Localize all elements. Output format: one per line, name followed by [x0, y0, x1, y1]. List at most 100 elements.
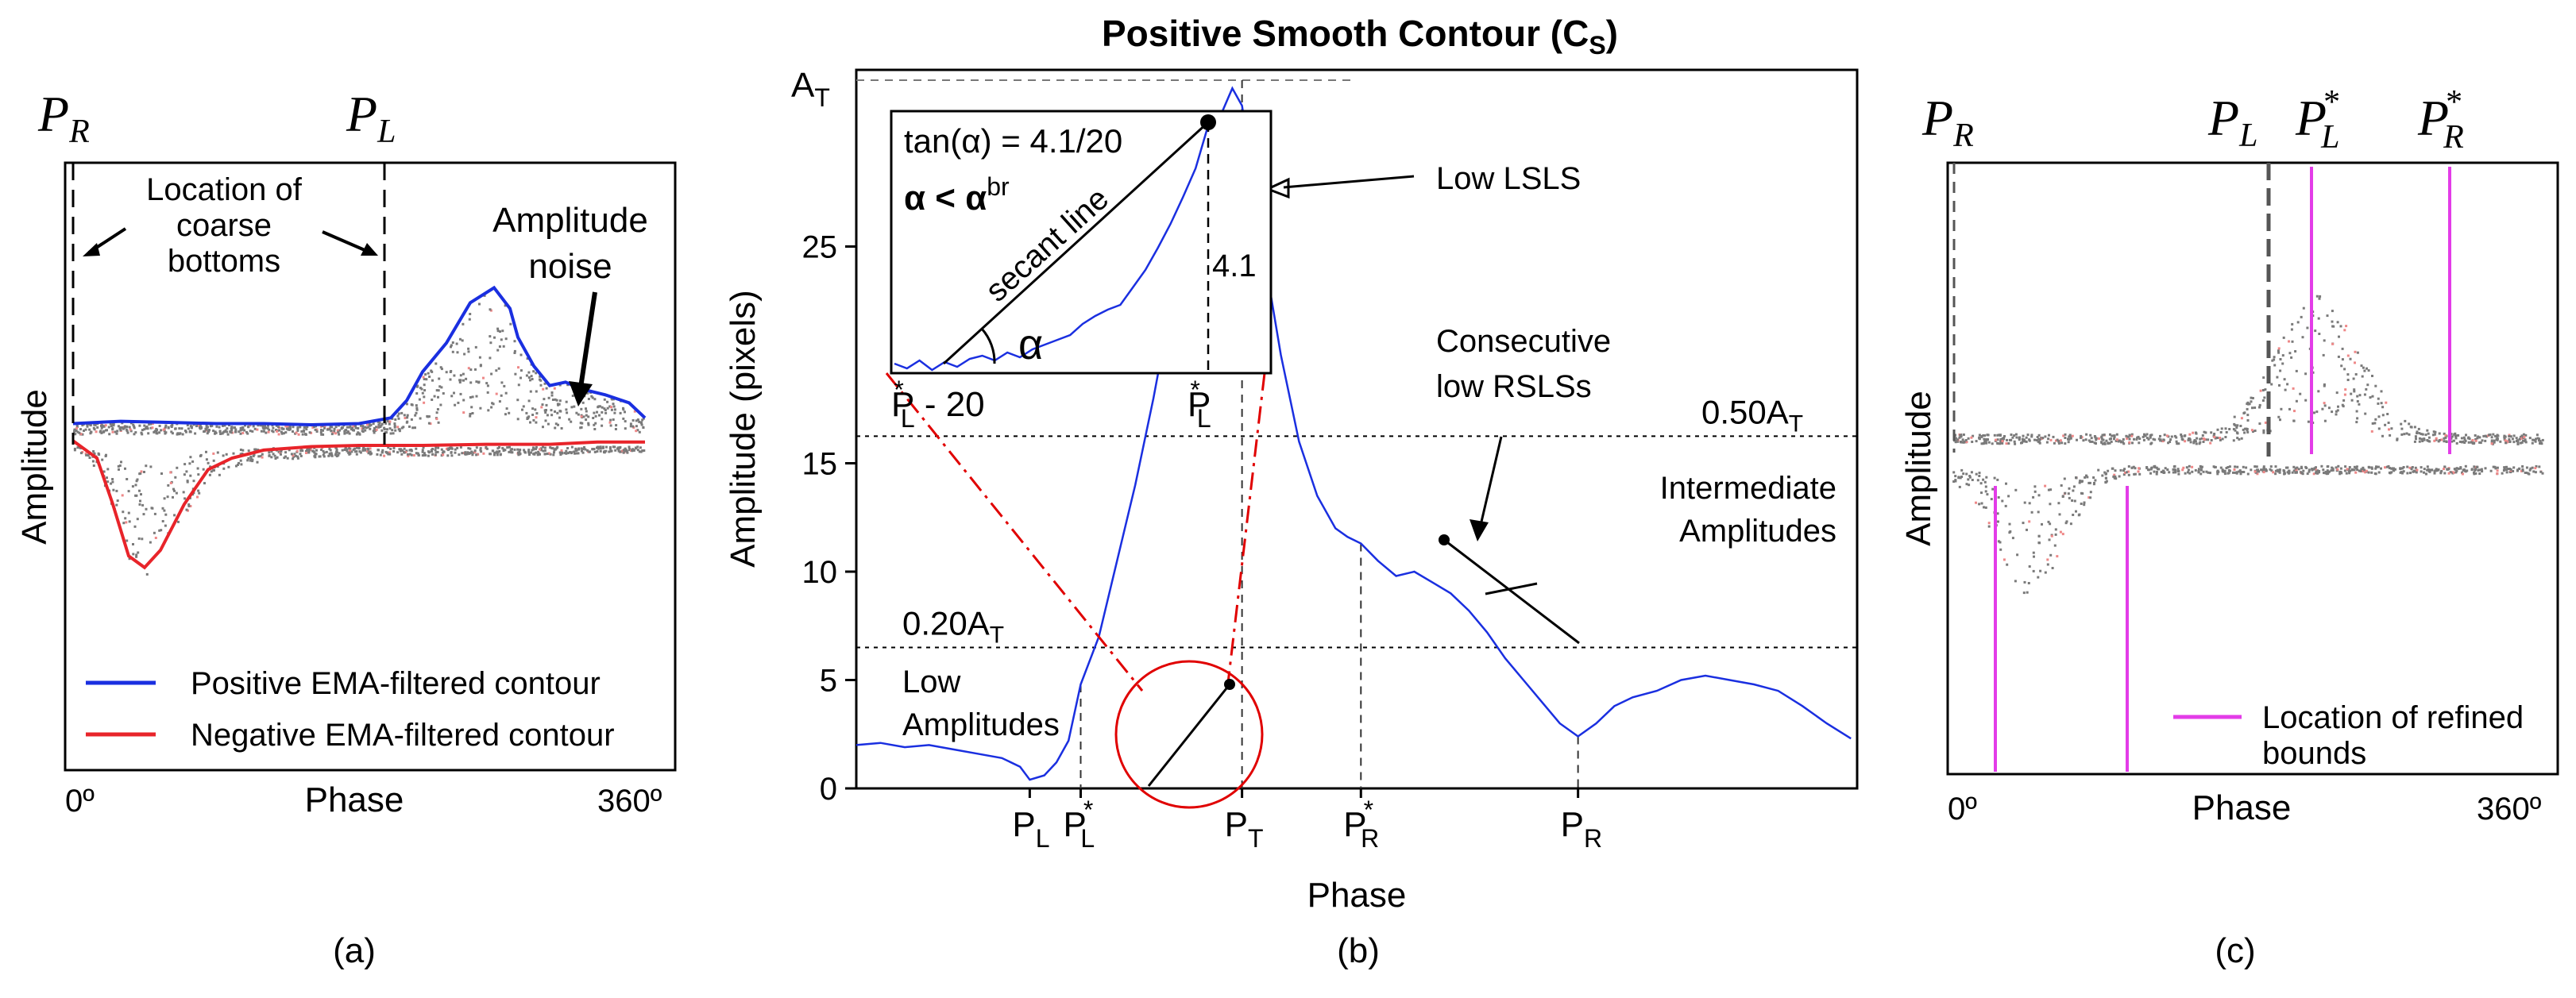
noise-point	[2477, 468, 2480, 472]
noise-point	[2413, 440, 2416, 443]
noise-point	[454, 448, 457, 451]
noise-point	[2234, 471, 2237, 474]
noise-point	[433, 395, 436, 398]
noise-point	[226, 430, 229, 433]
noise-point	[2295, 468, 2298, 472]
noise-point	[2111, 434, 2114, 437]
noise-point	[557, 423, 559, 426]
noise-point	[124, 517, 127, 520]
noise-point	[489, 335, 492, 338]
noise-point	[209, 465, 212, 468]
noise-point	[414, 414, 417, 417]
noise-point	[276, 430, 279, 433]
noise-point	[2420, 466, 2423, 469]
noise-point	[2434, 430, 2437, 433]
coarse-bottoms-annotation-1: Location of	[146, 172, 303, 207]
noise-point	[177, 520, 180, 523]
noise-point	[474, 368, 477, 371]
b-ytick-label: 25	[802, 230, 838, 265]
noise-point	[2318, 297, 2321, 300]
noise-point	[139, 499, 141, 503]
noise-point	[116, 499, 119, 503]
noise-point	[462, 399, 465, 402]
noise-point	[639, 450, 643, 453]
panel-c-frame	[1946, 161, 2559, 776]
noise-point	[379, 453, 382, 457]
noise-point	[2352, 377, 2355, 380]
noise-point	[350, 450, 353, 453]
noise-point	[377, 426, 380, 429]
noise-point	[2457, 467, 2460, 470]
noise-point	[573, 450, 576, 453]
noise-point	[364, 426, 367, 429]
noise-point	[490, 406, 493, 409]
noise-point	[112, 488, 115, 491]
noise-point	[1999, 541, 2002, 544]
noise-point	[2463, 441, 2466, 444]
noise-point	[189, 425, 192, 428]
noise-point	[2068, 487, 2071, 490]
c-xtick-360: 360º	[2477, 792, 2542, 827]
noise-point	[2468, 437, 2471, 441]
noise-point	[2455, 441, 2458, 445]
noise-point	[85, 453, 88, 457]
noise-point	[2523, 436, 2526, 438]
noise-point	[581, 448, 585, 451]
noise-point	[2130, 434, 2134, 437]
noise-point	[441, 452, 444, 455]
noise-point	[2521, 468, 2524, 471]
noise-point	[2315, 295, 2319, 298]
noise-point	[2185, 466, 2188, 469]
noise-point	[364, 449, 367, 452]
noise-point	[2123, 472, 2126, 474]
b-xlabel: Phase	[1307, 876, 1407, 915]
noise-point	[2325, 471, 2328, 474]
noise-point	[333, 427, 336, 430]
noise-point	[199, 454, 202, 457]
noise-point	[239, 453, 242, 456]
inset-xtick-right: P* L	[1188, 376, 1211, 433]
noise-point	[2389, 433, 2392, 437]
noise-point	[106, 476, 108, 480]
noise-point	[2250, 396, 2253, 399]
noise-point	[2180, 435, 2184, 438]
noise-point	[158, 431, 161, 434]
noise-point	[2316, 469, 2319, 472]
noise-point	[496, 329, 500, 333]
noise-point	[275, 429, 277, 431]
noise-point	[121, 494, 124, 497]
low-lsls-annotation: Low LSLS	[1436, 161, 1581, 196]
noise-point	[265, 426, 267, 430]
noise-point	[2454, 437, 2458, 440]
noise-point	[442, 453, 445, 457]
noise-point	[2495, 437, 2498, 441]
noise-point	[2062, 434, 2065, 437]
noise-point	[643, 449, 646, 452]
noise-point	[510, 451, 513, 454]
noise-point	[2030, 433, 2033, 437]
noise-point	[185, 508, 188, 511]
noise-point	[142, 513, 145, 516]
noise-point	[284, 455, 287, 458]
noise-point	[218, 473, 221, 476]
noise-point	[2033, 490, 2037, 493]
noise-point	[2370, 471, 2373, 474]
noise-point	[2461, 472, 2464, 476]
noise-point	[549, 453, 552, 456]
noise-point	[2101, 474, 2104, 477]
noise-point	[500, 338, 503, 341]
noise-point	[261, 424, 265, 427]
noise-point	[244, 424, 246, 427]
noise-point	[2224, 427, 2227, 430]
noise-point	[2152, 437, 2155, 441]
noise-point	[2490, 442, 2493, 445]
noise-point	[639, 422, 643, 425]
noise-point	[2531, 466, 2534, 469]
noise-point	[1967, 478, 1970, 481]
noise-point	[2340, 472, 2343, 475]
noise-point	[164, 424, 168, 427]
noise-point	[2071, 499, 2074, 502]
noise-point	[539, 375, 542, 378]
noise-point	[400, 453, 404, 456]
